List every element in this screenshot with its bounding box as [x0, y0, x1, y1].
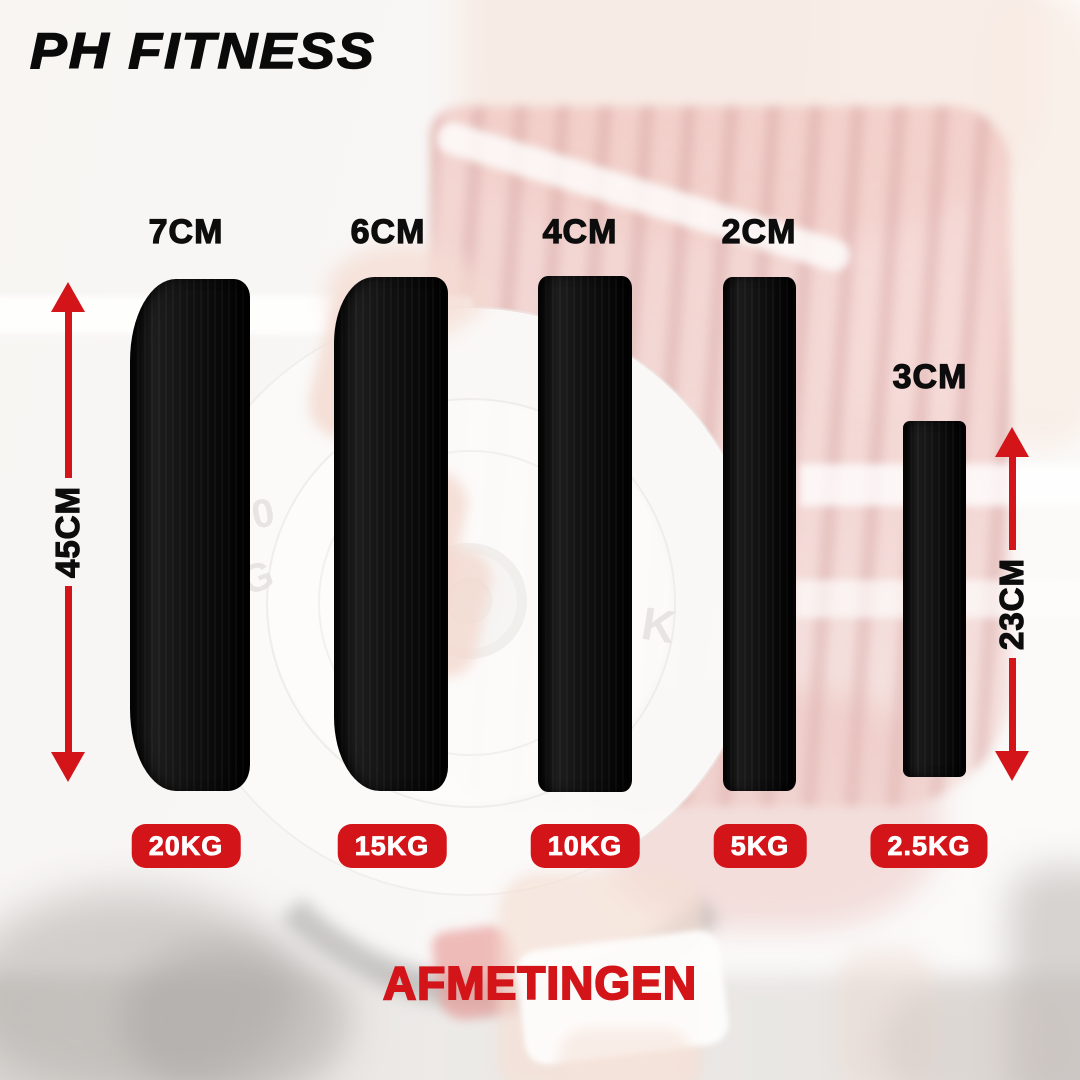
plate-thickness-label-5kg: 2CM — [721, 212, 797, 251]
plate-side-view-2-5kg — [903, 421, 966, 777]
weight-badge-20kg: 20KG — [131, 824, 241, 868]
plate-thickness-label-20kg: 7CM — [148, 212, 224, 251]
height-dimension-arrow-23cm: 23CM — [992, 427, 1031, 781]
arrow-line — [1008, 457, 1016, 550]
weight-badge-5kg: 5KG — [713, 824, 807, 868]
plate-side-view-5kg — [723, 277, 796, 791]
arrow-up-icon — [51, 282, 85, 312]
arrow-line — [1008, 658, 1016, 751]
plate-side-view-15kg — [334, 277, 448, 791]
plate-thickness-label-15kg: 6CM — [350, 212, 426, 251]
weight-badge-2-5kg: 2.5KG — [870, 824, 988, 868]
arrow-line — [64, 312, 72, 478]
plate-side-view-20kg — [130, 279, 250, 791]
arrow-down-icon — [995, 751, 1029, 781]
height-dimension-label-45cm: 45CM — [48, 485, 86, 579]
plate-thickness-label-2-5kg: 3CM — [892, 357, 968, 396]
arrow-up-icon — [995, 427, 1029, 457]
plate-side-view-10kg — [538, 276, 632, 792]
height-dimension-label-23cm: 23CM — [992, 557, 1030, 651]
weight-badge-10kg: 10KG — [530, 824, 640, 868]
brand-logo: PH FITNESS — [29, 22, 376, 80]
weight-badge-15kg: 15KG — [337, 824, 447, 868]
height-dimension-arrow-45cm: 45CM — [48, 282, 87, 782]
arrow-down-icon — [51, 752, 85, 782]
arrow-line — [64, 586, 72, 752]
plate-thickness-label-10kg: 4CM — [542, 212, 618, 251]
page-title: AFMETINGEN — [382, 956, 698, 1010]
